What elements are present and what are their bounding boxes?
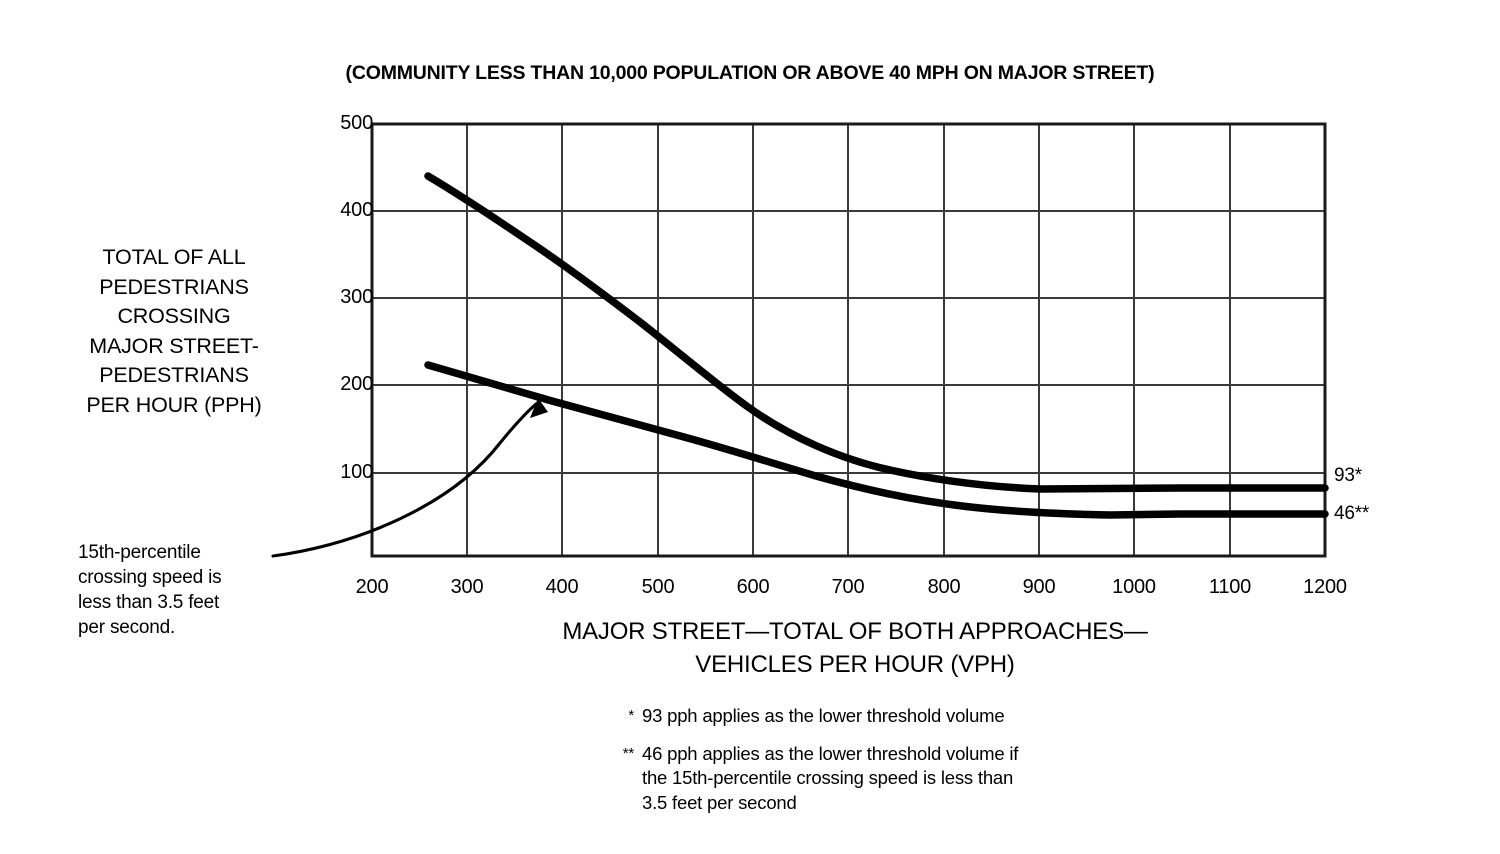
x-tick-label: 700 xyxy=(831,576,865,598)
footnotes: * 93 pph applies as the lower threshold … xyxy=(608,704,1168,823)
y-tick-label: 500 xyxy=(340,112,373,134)
chart-title: (COMMUNITY LESS THAN 10,000 POPULATION O… xyxy=(345,62,1155,84)
series-line-46 xyxy=(424,361,1329,519)
annotation-arrowhead xyxy=(530,398,548,418)
footnote-text-line: 3.5 feet per second xyxy=(642,791,797,813)
y-tick-label: 400 xyxy=(340,199,373,221)
y-axis-title-line: MAJOR STREET- xyxy=(89,333,259,358)
x-tick-label: 1000 xyxy=(1112,576,1156,598)
footnote-text-line: 46 pph applies as the lower threshold vo… xyxy=(642,742,1019,764)
x-tick-label: 200 xyxy=(355,576,389,598)
x-tick-label: 800 xyxy=(927,576,961,598)
axis-frame xyxy=(370,122,1327,558)
footnote-marker: * xyxy=(628,707,634,724)
gridlines-horizontal xyxy=(372,210,1325,474)
y-tick-label: 300 xyxy=(340,286,373,308)
series-line-93 xyxy=(424,172,1329,493)
footnote-text-line: the 15th-percentile crossing speed is le… xyxy=(642,767,1014,789)
footnote-marker: ** xyxy=(622,744,634,762)
y-axis-title-line: PEDESTRIANS xyxy=(99,363,249,387)
y-axis-title-line: CROSSING xyxy=(117,304,231,328)
x-axis-title-line: MAJOR STREET—TOTAL OF BOTH APPROACHES— xyxy=(562,618,1148,645)
x-tick-label: 500 xyxy=(641,576,675,598)
footnote-row: ** 46 pph applies as the lower threshold… xyxy=(608,742,1168,816)
annotation-line: crossing speed is xyxy=(78,567,222,588)
x-axis-title-line: VEHICLES PER HOUR (VPH) xyxy=(695,651,1015,678)
x-tick-label: 1100 xyxy=(1208,576,1252,598)
annotation-text: 15th-percentile crossing speed is less t… xyxy=(78,540,278,640)
y-tick-label: 200 xyxy=(340,373,373,395)
y-axis-title-line: PER HOUR (PPH) xyxy=(86,392,262,417)
y-tick-label: 100 xyxy=(340,461,373,483)
footnote-text: 46 pph applies as the lower threshold vo… xyxy=(642,742,1168,816)
x-tick-label: 600 xyxy=(736,576,770,598)
series-label-46: 46** xyxy=(1334,503,1370,524)
annotation-line: less than 3.5 feet xyxy=(78,592,220,613)
annotation-leader xyxy=(271,402,538,558)
x-tick-label: 300 xyxy=(450,576,484,598)
series-label-93: 93* xyxy=(1334,465,1362,486)
y-axis-title-line: PEDESTRIANS xyxy=(99,274,249,299)
footnote-text: 93 pph applies as the lower threshold vo… xyxy=(642,705,1005,726)
y-axis-title: TOTAL OF ALL PEDESTRIANS CROSSING MAJOR … xyxy=(58,243,290,420)
annotation-line: per second. xyxy=(78,617,176,638)
x-tick-label: 1200 xyxy=(1303,576,1347,598)
x-tick-label: 900 xyxy=(1022,576,1056,598)
x-tick-label: 400 xyxy=(545,576,579,598)
annotation-line: 15th-percentile xyxy=(78,542,201,563)
x-axis-title: MAJOR STREET—TOTAL OF BOTH APPROACHES— V… xyxy=(380,615,1330,681)
footnote-row: * 93 pph applies as the lower threshold … xyxy=(608,704,1168,734)
y-axis-title-line: TOTAL OF ALL xyxy=(102,245,246,269)
